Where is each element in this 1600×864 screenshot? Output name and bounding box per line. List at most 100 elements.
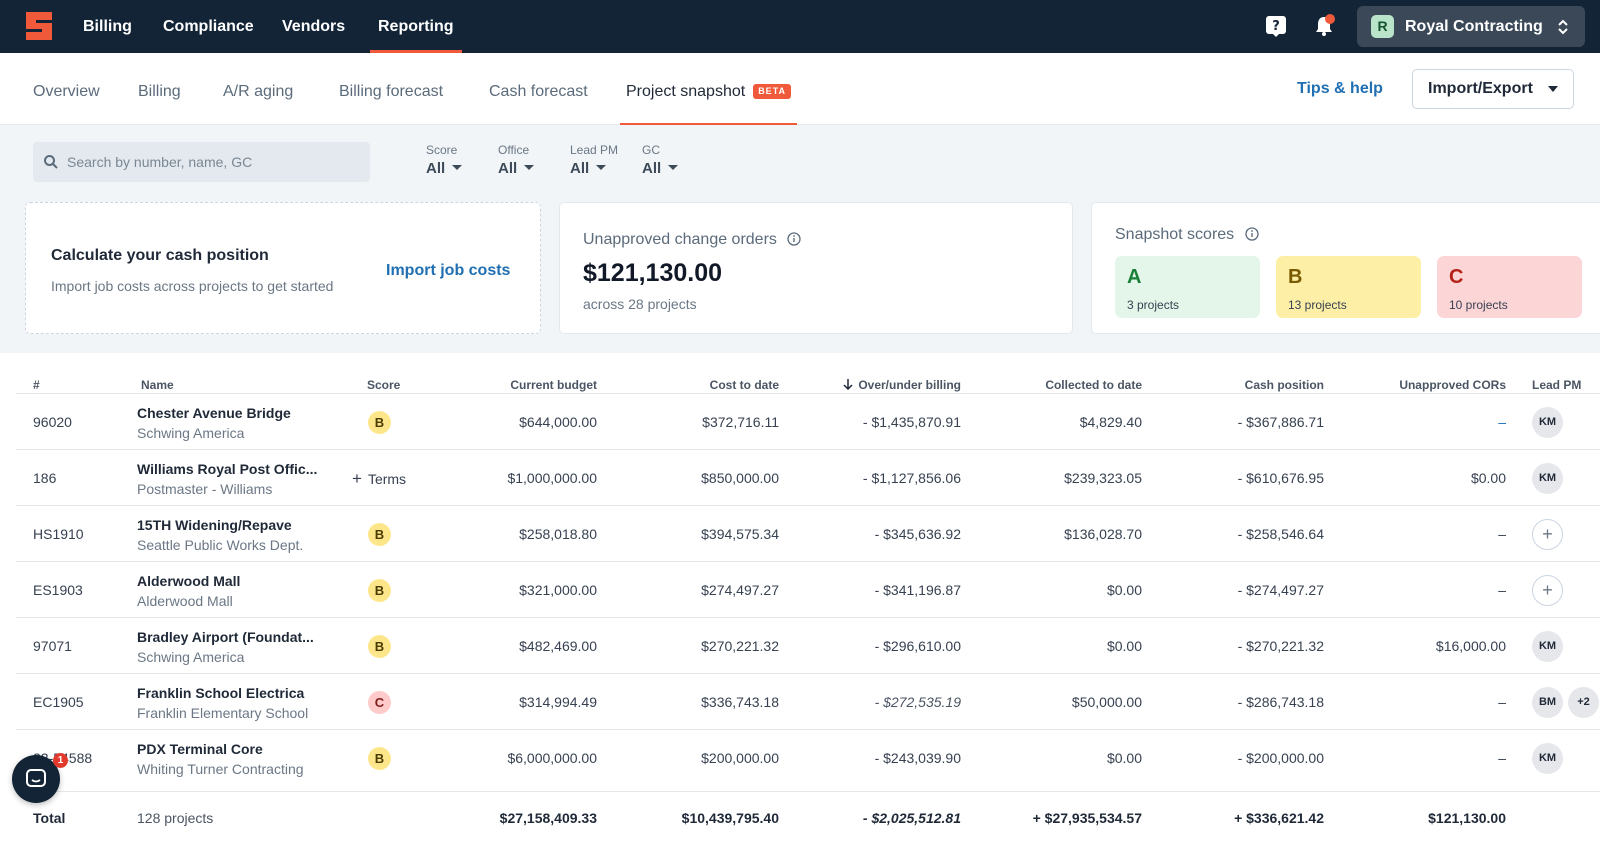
svg-text:?: ? [1272, 19, 1280, 34]
tab-overview[interactable]: Overview [33, 83, 100, 100]
score-c-box[interactable]: C 10 projects [1437, 256, 1582, 318]
top-navbar: Billing Compliance Vendors Reporting ? R… [0, 0, 1600, 53]
add-lead-pm-button[interactable]: + [1532, 575, 1563, 606]
filter-lead-pm-value[interactable]: All [570, 160, 618, 177]
lead-pm-avatar[interactable]: KM [1532, 463, 1563, 494]
info-icon[interactable] [1244, 227, 1259, 241]
total-cost: $10,439,795.40 [681, 810, 779, 826]
project-number: 186 [33, 470, 57, 486]
info-icon[interactable] [787, 232, 802, 246]
col-over-under-billing[interactable]: Over/under billing [843, 378, 961, 392]
project-number: ES1903 [33, 582, 83, 598]
cor-amount: $121,130.00 [583, 259, 723, 287]
current-budget: $482,469.00 [519, 638, 597, 654]
total-over-under: - $2,025,512.81 [862, 810, 961, 826]
collected-to-date: $0.00 [1106, 582, 1142, 598]
col-unapproved-cors[interactable]: Unapproved CORs [1399, 378, 1506, 392]
col-collected-to-date[interactable]: Collected to date [1045, 378, 1142, 392]
import-job-costs-link[interactable]: Import job costs [386, 262, 511, 279]
project-name[interactable]: PDX Terminal Core [137, 741, 263, 757]
project-gc: Seattle Public Works Dept. [137, 537, 304, 553]
tab-ar-aging[interactable]: A/R aging [223, 83, 294, 100]
caret-down-icon [524, 165, 535, 170]
siteline-logo-icon[interactable] [22, 10, 56, 42]
plus-icon: + [1542, 524, 1553, 544]
score-c-letter: C [1449, 266, 1464, 288]
cash-position: - $367,886.71 [1237, 414, 1324, 430]
total-label: Total [33, 810, 66, 826]
tab-billing-forecast[interactable]: Billing forecast [339, 83, 444, 100]
search-icon [44, 155, 58, 169]
table-row[interactable]: 96020 Chester Avenue Bridge Schwing Americ… [16, 393, 1600, 450]
col-score[interactable]: Score [367, 378, 401, 392]
table-row[interactable]: EC1905 Franklin School Electrica Franklin … [16, 673, 1600, 730]
topnav-reporting[interactable]: Reporting [370, 0, 462, 53]
current-budget: $314,994.49 [519, 694, 597, 710]
chat-launcher-button[interactable] [12, 755, 60, 803]
tab-billing[interactable]: Billing [138, 83, 181, 100]
add-terms-button[interactable]: + Terms [352, 469, 407, 488]
project-name[interactable]: Franklin School Electrica [137, 685, 305, 701]
topnav-billing[interactable]: Billing [83, 18, 132, 35]
lead-pm-avatar[interactable]: +2 [1568, 687, 1599, 718]
chat-icon [26, 769, 46, 787]
import-export-label: Import/Export [1428, 80, 1533, 97]
collected-to-date: $136,028.70 [1064, 526, 1142, 542]
table-row[interactable]: 186 Williams Royal Post Offic... Postmaste… [16, 449, 1600, 506]
score-a-count: 3 projects [1127, 298, 1180, 312]
search-input[interactable] [67, 142, 357, 182]
over-under-billing: - $345,636.92 [874, 526, 961, 542]
filter-score-value[interactable]: All [426, 160, 463, 177]
filter-office-value[interactable]: All [498, 160, 535, 177]
filter-office[interactable]: Office All [498, 143, 535, 177]
col-number[interactable]: # [33, 378, 40, 392]
project-number: HS1910 [33, 526, 84, 542]
unapproved-cors: $0.00 [1470, 470, 1506, 486]
project-name[interactable]: 15TH Widening/Repave [137, 517, 292, 533]
table-row[interactable]: 97071 Bradley Airport (Foundat... Schwing … [16, 617, 1600, 674]
current-budget: $321,000.00 [519, 582, 597, 598]
project-name[interactable]: Alderwood Mall [137, 573, 241, 589]
company-switcher[interactable]: R Royal Contracting [1357, 6, 1585, 47]
add-lead-pm-button[interactable]: + [1532, 519, 1563, 550]
score-badge: B [368, 747, 391, 770]
total-collected: + $27,935,534.57 [1032, 810, 1142, 826]
project-name[interactable]: Williams Royal Post Offic... [137, 461, 318, 477]
total-cash: + $336,621.42 [1234, 810, 1324, 826]
snapshot-scores-card: Snapshot scores A 3 projects B 13 projec… [1091, 202, 1600, 334]
help-icon[interactable]: ? [1265, 15, 1287, 37]
filter-lead-pm[interactable]: Lead PM All [570, 143, 618, 177]
table-row[interactable]: ES1903 Alderwood Mall Alderwood Mall B $321,… [16, 561, 1600, 618]
topnav-vendors[interactable]: Vendors [282, 18, 346, 35]
lead-pm-avatar[interactable]: BM [1532, 687, 1563, 718]
col-lead-pm[interactable]: Lead PM [1532, 378, 1582, 392]
tab-cash-forecast[interactable]: Cash forecast [489, 83, 588, 100]
score-b-box[interactable]: B 13 projects [1276, 256, 1421, 318]
lead-pm-avatar[interactable]: KM [1532, 631, 1563, 662]
topnav-compliance[interactable]: Compliance [163, 18, 254, 35]
score-c-count: 10 projects [1449, 298, 1508, 312]
score-a-box[interactable]: A 3 projects [1115, 256, 1260, 318]
tab-project-snapshot[interactable]: Project snapshot BETA [619, 53, 798, 126]
project-name[interactable]: Bradley Airport (Foundat... [137, 629, 314, 645]
lead-pm-avatar[interactable]: KM [1532, 407, 1563, 438]
filter-gc-value[interactable]: All [642, 160, 679, 177]
cash-position-card: Calculate your cash position Import job … [25, 202, 541, 334]
search-box[interactable] [33, 142, 370, 182]
import-export-button[interactable]: Import/Export [1412, 69, 1574, 109]
col-current-budget[interactable]: Current budget [510, 378, 597, 392]
arrow-down-icon [843, 379, 853, 391]
filter-score[interactable]: Score All [426, 143, 463, 177]
lead-pm-avatar[interactable]: KM [1532, 743, 1563, 774]
col-name[interactable]: Name [141, 378, 174, 392]
col-cash-position[interactable]: Cash position [1244, 378, 1324, 392]
filter-gc[interactable]: GC All [642, 143, 679, 177]
caret-down-icon [668, 165, 679, 170]
tips-help-link[interactable]: Tips & help [1297, 80, 1383, 97]
table-row[interactable]: HS1910 15TH Widening/Repave Seattle Public… [16, 505, 1600, 562]
project-name[interactable]: Chester Avenue Bridge [137, 405, 291, 421]
col-cost-to-date[interactable]: Cost to date [709, 378, 779, 392]
over-under-billing: - $341,196.87 [874, 582, 961, 598]
cost-to-date: $270,221.32 [701, 638, 779, 654]
